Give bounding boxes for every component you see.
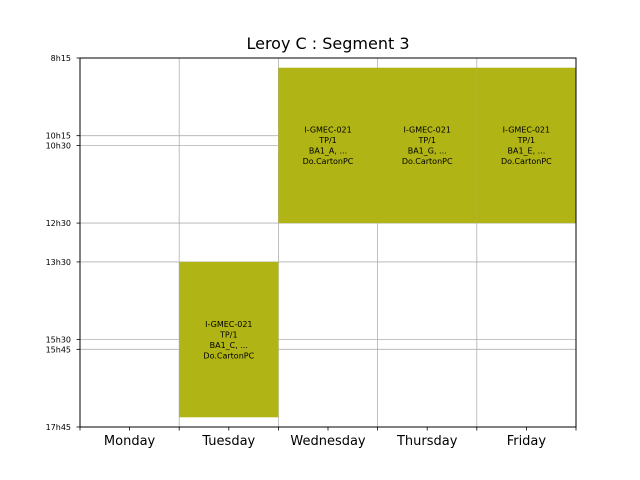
class-block-label: Do.CartonPC [501, 157, 552, 166]
class-block-label: I-GMEC-021 [503, 126, 550, 135]
y-tick-label: 15h30 [46, 336, 71, 345]
class-block-label: BA1_A, ... [309, 147, 347, 156]
x-tick-label: Friday [507, 434, 547, 449]
y-tick-label: 12h30 [46, 219, 71, 228]
class-block-label: I-GMEC-021 [304, 126, 351, 135]
class-block-rect [278, 67, 378, 224]
class-block-rect [179, 261, 279, 418]
class-block-label: Do.CartonPC [203, 351, 254, 360]
class-block-label: Do.CartonPC [303, 157, 354, 166]
y-tick-label: 10h30 [46, 141, 71, 150]
y-tick-label: 10h15 [46, 132, 71, 141]
y-tick-label: 15h45 [46, 345, 71, 354]
x-tick-label: Wednesday [290, 434, 366, 449]
class-block-rect [377, 67, 477, 224]
class-block-label: BA1_C, ... [210, 341, 248, 350]
y-tick-label: 13h30 [46, 258, 71, 267]
x-tick-label: Tuesday [201, 434, 255, 449]
class-block-label: TP/1 [517, 136, 536, 145]
class-block-label: TP/1 [318, 136, 337, 145]
class-block-label: BA1_G, ... [408, 147, 447, 156]
x-tick-label: Monday [104, 434, 156, 449]
x-tick-label: Thursday [396, 434, 458, 449]
class-block-label: I-GMEC-021 [205, 320, 252, 329]
y-tick-label: 8h15 [51, 54, 71, 63]
class-block-label: TP/1 [219, 330, 238, 339]
class-block-label: TP/1 [417, 136, 436, 145]
class-block-label: BA1_E, ... [507, 147, 545, 156]
class-block-label: Do.CartonPC [402, 157, 453, 166]
y-tick-label: 17h45 [46, 423, 71, 432]
class-block-label: I-GMEC-021 [403, 126, 450, 135]
chart-title: Leroy C : Segment 3 [246, 34, 409, 53]
class-block-rect [476, 67, 576, 224]
